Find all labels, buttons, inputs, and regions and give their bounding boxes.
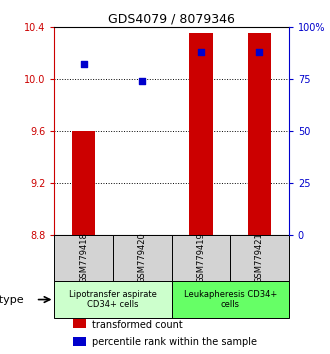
Text: cell type: cell type — [0, 295, 24, 304]
Text: Lipotransfer aspirate
CD34+ cells: Lipotransfer aspirate CD34+ cells — [69, 290, 157, 309]
Bar — [54, 235, 113, 281]
Bar — [172, 281, 289, 318]
Bar — [54, 281, 172, 318]
Bar — [189, 33, 213, 235]
Bar — [72, 131, 95, 235]
Point — [198, 49, 204, 55]
Bar — [113, 235, 172, 281]
Text: Leukapheresis CD34+
cells: Leukapheresis CD34+ cells — [183, 290, 277, 309]
Bar — [73, 319, 86, 329]
Point — [140, 78, 145, 84]
Text: GSM779418: GSM779418 — [79, 233, 88, 283]
Text: GSM779420: GSM779420 — [138, 233, 147, 283]
Bar — [230, 235, 289, 281]
Title: GDS4079 / 8079346: GDS4079 / 8079346 — [108, 12, 235, 25]
Bar — [73, 337, 86, 346]
Text: GSM779419: GSM779419 — [196, 233, 205, 283]
Bar — [248, 33, 271, 235]
Point — [81, 61, 86, 67]
Text: GSM779421: GSM779421 — [255, 233, 264, 283]
Bar — [172, 235, 230, 281]
Text: percentile rank within the sample: percentile rank within the sample — [92, 337, 257, 347]
Point — [257, 49, 262, 55]
Text: transformed count: transformed count — [92, 320, 183, 330]
